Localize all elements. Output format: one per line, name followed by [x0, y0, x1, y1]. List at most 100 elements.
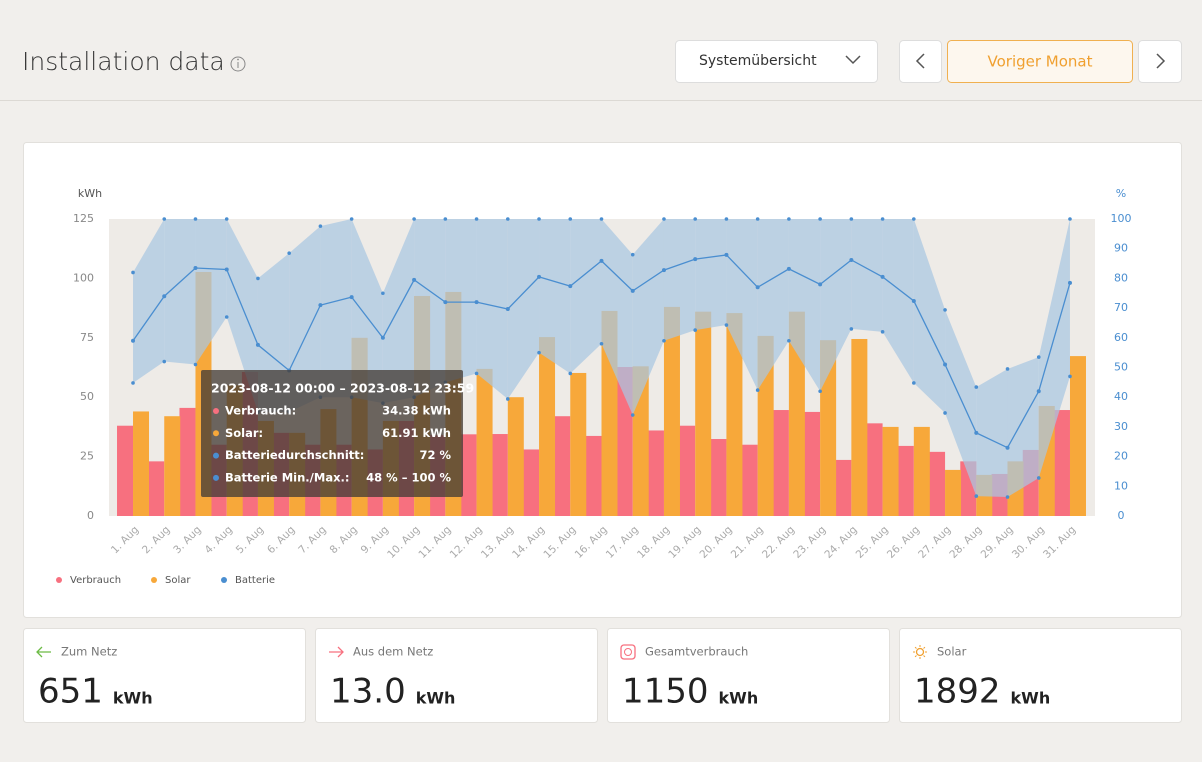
battery-min-point	[787, 338, 791, 343]
summary-card	[899, 628, 1182, 723]
tooltip-marker	[213, 430, 219, 437]
battery-min-point	[474, 371, 479, 376]
tooltip-box	[201, 370, 463, 497]
battery-range-area	[351, 219, 383, 404]
dropdown[interactable]: Systemübersicht	[675, 40, 878, 83]
battery-min-point	[506, 397, 510, 401]
y2-tick-label: 90	[1114, 242, 1128, 255]
bar	[1069, 356, 1086, 516]
battery-min-point	[1068, 374, 1072, 379]
bar	[647, 430, 664, 516]
battery-max-point	[474, 217, 479, 221]
card-value: 1150	[622, 672, 709, 712]
sun-ray	[923, 646, 926, 649]
dropdown-box	[675, 40, 878, 83]
battery-point	[974, 430, 979, 435]
tooltip-marker	[213, 408, 219, 414]
battery-max-point	[193, 217, 198, 221]
sun-ray	[923, 655, 926, 658]
battery-point	[943, 362, 948, 367]
bar	[491, 434, 508, 516]
card-unit: kWh	[113, 689, 153, 708]
battery-max-point	[755, 217, 760, 221]
battery-min-point	[1036, 476, 1041, 480]
info-icon[interactable]	[230, 56, 246, 72]
prev-month-button[interactable]: Voriger Monat	[947, 40, 1133, 83]
tooltip: 2023‑08‑12 00:00 – 2023‑08‑12 23:59 Verbr…	[201, 370, 474, 497]
battery-max-point	[1005, 367, 1010, 371]
sun-ray	[914, 655, 917, 658]
battery-range-area	[695, 219, 727, 331]
consumption-icon	[620, 644, 636, 660]
bar	[897, 445, 914, 516]
battery-max-point	[568, 217, 573, 221]
battery-point	[880, 274, 885, 279]
battery-min-point	[849, 327, 854, 331]
card-unit: kWh	[416, 689, 456, 708]
y-axis-label: kWh	[78, 187, 102, 200]
battery-max-point	[224, 217, 229, 221]
card-label: Zum Netz	[61, 645, 117, 659]
battery-point	[818, 282, 823, 287]
prev-arrow-button[interactable]	[899, 40, 942, 83]
tooltip-label: Solar:	[225, 426, 263, 440]
battery-range-area	[663, 219, 696, 341]
tooltip-title: 2023‑08‑12 00:00 – 2023‑08‑12 23:59	[211, 381, 474, 396]
bar	[820, 340, 837, 516]
battery-min-point	[1005, 495, 1010, 499]
card-unit: kWh	[719, 689, 759, 708]
tooltip-label: Batterie Min./Max.:	[225, 470, 349, 484]
y2-tick-label: 50	[1114, 361, 1128, 374]
bar	[133, 411, 150, 516]
card-label: Gesamtverbrauch	[645, 645, 748, 659]
battery-max-point	[787, 217, 791, 221]
battery-max-point	[443, 217, 448, 221]
battery-max-point	[256, 276, 260, 281]
battery-max-point	[1036, 355, 1041, 359]
battery-range-area	[382, 219, 415, 404]
legend-label: Verbrauch	[70, 575, 121, 586]
y2-tick-label: 10	[1114, 479, 1128, 492]
sun-icon	[915, 647, 925, 657]
bar	[148, 461, 165, 516]
battery-min-point	[568, 371, 573, 376]
battery-min-point	[880, 330, 885, 334]
y2-tick-label: 60	[1114, 331, 1128, 344]
battery-min-point	[912, 381, 916, 385]
button-label: Voriger Monat	[988, 53, 1093, 71]
bar	[695, 311, 712, 516]
battery-max-point	[506, 217, 510, 221]
y2-tick-label: 30	[1114, 420, 1128, 433]
arrow-right	[1156, 53, 1166, 69]
battery-range-area	[632, 219, 664, 416]
tooltip-marker	[213, 474, 219, 481]
arrow-left-icon	[36, 646, 51, 658]
bar	[804, 411, 821, 516]
bar	[679, 425, 696, 516]
bar	[460, 434, 477, 516]
battery-min-point	[224, 315, 229, 319]
battery-range-area	[570, 219, 602, 374]
next-arrow-button[interactable]	[1138, 40, 1182, 83]
battery-point	[568, 284, 573, 289]
bar	[741, 444, 758, 516]
battery-max-point	[349, 217, 354, 221]
battery-max-point	[287, 251, 291, 255]
tooltip-marker	[213, 452, 219, 459]
bar	[866, 423, 883, 516]
arrow-right-icon	[329, 646, 344, 658]
bar	[507, 397, 524, 516]
battery-max-point	[974, 385, 979, 389]
tooltip-value: 34.38 kWh	[382, 404, 451, 418]
battery-max-point	[943, 308, 947, 312]
battery-point	[380, 335, 385, 340]
battery-point	[755, 285, 760, 290]
battery-max-point	[724, 217, 729, 221]
battery-range-area	[976, 368, 1008, 497]
legend-marker	[56, 577, 62, 583]
bar	[945, 469, 962, 516]
card-value: 1892	[914, 672, 1001, 712]
bar	[570, 372, 587, 516]
battery-max-point	[381, 291, 385, 296]
battery-range-area	[289, 226, 321, 413]
